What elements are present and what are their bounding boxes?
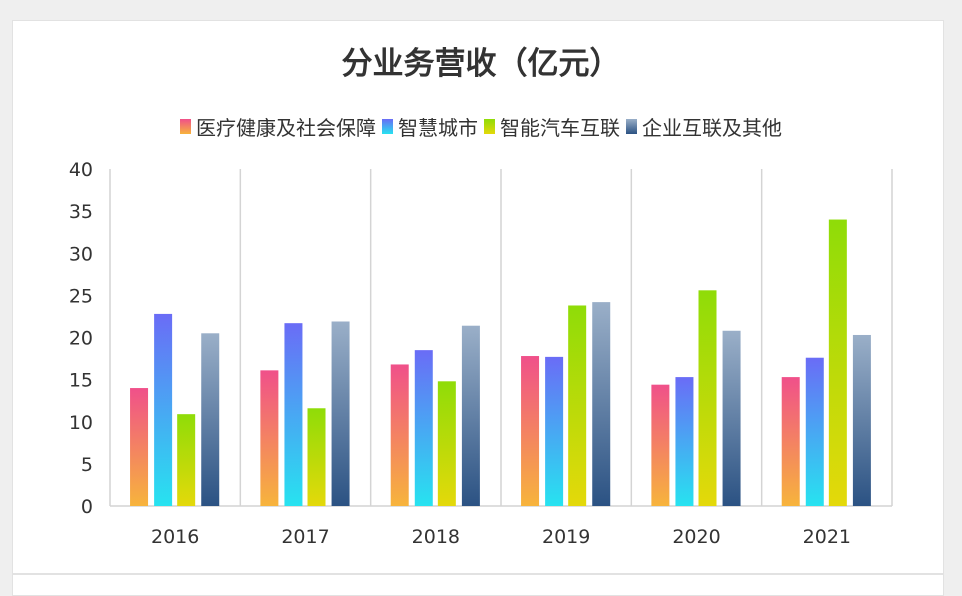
y-tick-label: 20 [69,328,93,350]
bar [545,356,564,506]
legend-swatch [180,119,191,134]
bar [331,321,350,506]
x-tick-label: 2019 [542,526,590,548]
x-tick-label: 2021 [803,526,851,548]
legend-swatch [382,119,393,134]
bar [828,219,847,507]
legend-label: 智慧城市 [398,116,478,140]
bar [675,377,694,506]
x-tick-label: 2020 [672,526,720,548]
bar [698,290,717,506]
bar [307,408,326,506]
legend-item: 智慧城市 [382,112,478,141]
bar [201,333,220,506]
bar [390,364,409,506]
y-tick-label: 10 [69,412,93,434]
bar [781,377,800,506]
bar [592,302,611,506]
bar [651,384,670,506]
legend-label: 智能汽车互联 [500,116,620,140]
bar [437,381,456,506]
bar [852,334,871,506]
legend-swatch [626,119,637,134]
bar [521,356,540,506]
legend-item: 医疗健康及社会保障 [180,112,376,141]
x-tick-label: 2018 [412,526,460,548]
x-tick-label: 2017 [281,526,329,548]
legend-item: 智能汽车互联 [484,112,620,141]
x-tick-label: 2016 [151,526,199,548]
bar [177,414,196,506]
bar [260,370,279,506]
legend-label: 企业互联及其他 [642,116,782,140]
legend-item: 企业互联及其他 [626,112,782,141]
y-tick-label: 0 [81,496,93,518]
y-tick-label: 5 [81,454,93,476]
y-tick-label: 30 [69,243,93,265]
y-tick-label: 40 [69,159,93,181]
bar [722,330,741,506]
bar [130,388,149,506]
bar [805,357,824,506]
chart-title: 分业务营收（亿元） [341,46,621,82]
bar [461,325,480,506]
bar [154,313,173,506]
bar [568,305,587,506]
legend-label: 医疗健康及社会保障 [196,116,376,140]
y-tick-label: 35 [69,201,93,223]
legend: 医疗健康及社会保障 智慧城市 智能汽车互联 企业互联及其他 [0,112,962,141]
y-tick-label: 15 [69,370,93,392]
y-tick-label: 25 [69,285,93,307]
legend-swatch [484,119,495,134]
bar [284,323,303,506]
bar [414,350,433,506]
